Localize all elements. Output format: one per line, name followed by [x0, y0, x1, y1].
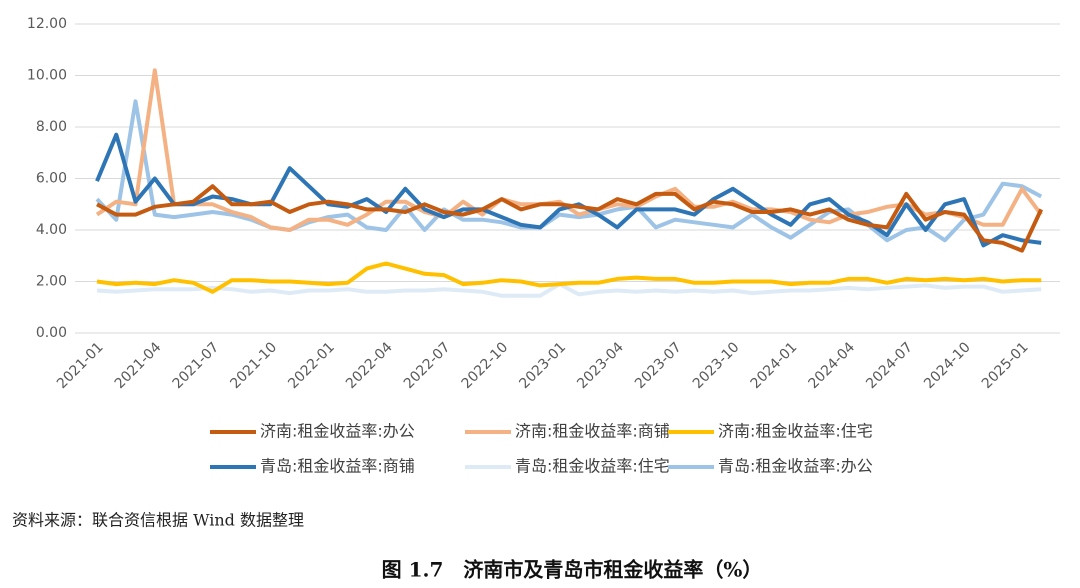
legend-label: 济南:租金收益率:办公 — [260, 422, 415, 441]
series-line — [95, 132, 1042, 248]
x-tick-label: 2021-07 — [170, 339, 223, 392]
x-tick-label: 2023-04 — [574, 339, 627, 392]
legend-label: 青岛:租金收益率:住宅 — [515, 457, 670, 476]
series-line — [96, 261, 1042, 294]
series-line — [95, 99, 1043, 243]
x-tick-label: 2025-01 — [979, 339, 1032, 392]
y-tick-label: 2.00 — [36, 274, 67, 290]
chart-title: 图 1.7 济南市及青岛市租金收益率（%） — [382, 558, 763, 582]
legend-label: 青岛:租金收益率:办公 — [718, 457, 873, 476]
y-tick-label: 6.00 — [36, 171, 67, 187]
series-line — [96, 184, 1044, 253]
x-tick-label: 2021-01 — [54, 339, 107, 392]
x-tick-label: 2022-07 — [401, 339, 454, 392]
legend-label: 济南:租金收益率:住宅 — [718, 422, 873, 441]
x-tick-label: 2024-10 — [921, 339, 974, 392]
x-tick-label: 2021-10 — [227, 339, 280, 392]
source-note: 资料来源：联合资信根据 Wind 数据整理 — [12, 511, 304, 530]
y-tick-label: 8.00 — [36, 119, 67, 135]
x-tick-label: 2023-01 — [516, 339, 569, 392]
x-tick-label: 2022-04 — [343, 339, 396, 392]
series-line — [96, 282, 1042, 298]
x-tick-label: 2022-01 — [285, 339, 338, 392]
x-tick-label: 2024-01 — [748, 339, 801, 392]
x-tick-label: 2023-07 — [632, 339, 685, 392]
x-tick-label: 2021-04 — [112, 339, 165, 392]
x-tick-label: 2023-10 — [690, 339, 743, 392]
legend-label: 青岛:租金收益率:商铺 — [260, 457, 415, 476]
x-tick-label: 2024-04 — [806, 339, 859, 392]
x-tick-label: 2024-07 — [863, 339, 916, 392]
y-tick-label: 0.00 — [36, 325, 67, 341]
x-tick-label: 2022-10 — [459, 339, 512, 392]
y-tick-label: 12.00 — [27, 16, 67, 32]
legend-label: 济南:租金收益率:商铺 — [515, 422, 670, 441]
y-tick-label: 4.00 — [36, 222, 67, 238]
y-tick-label: 10.00 — [27, 68, 67, 84]
